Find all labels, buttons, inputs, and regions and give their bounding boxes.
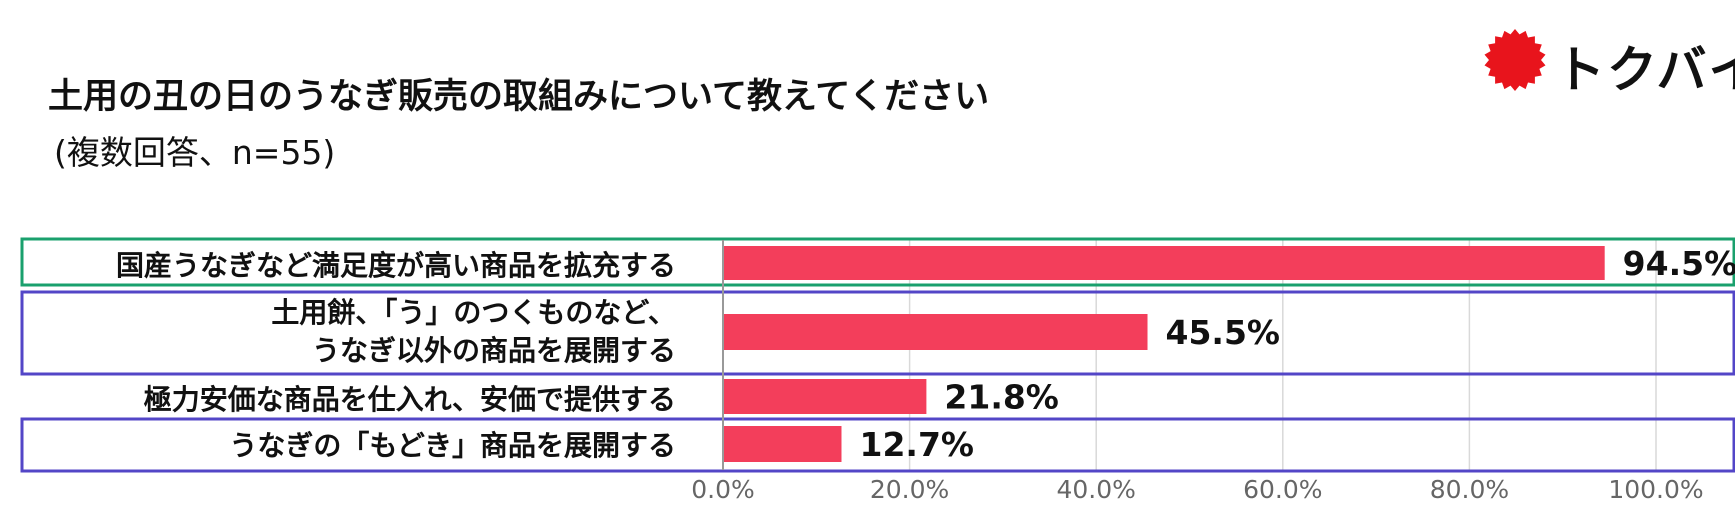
x-tick-label: 20.0% [870,475,949,504]
highlight-box [20,290,1735,376]
bar [723,426,842,462]
data-label: 12.7% [859,425,974,464]
highlight-box [20,237,1735,287]
x-tick-label: 80.0% [1430,475,1509,504]
category-label: 土用餅、「う」のつくものなど、 [271,296,676,329]
category-label: 国産うなぎなど満足度が高い商品を拡充する [116,249,676,282]
x-tick-label: 40.0% [1056,475,1135,504]
chart-title: 土用の丑の日のうなぎ販売の取組みについて教えてください [48,77,990,117]
bar [723,246,1605,280]
x-tick-label: 100.0% [1608,475,1703,504]
bar [723,379,927,414]
category-label: うなぎの「もどき」商品を展開する [229,429,676,462]
brand-logo: トクバイ [1483,28,1735,99]
bar [723,314,1148,350]
x-tick-label: 60.0% [1243,475,1322,504]
sunburst-logo-icon [1484,29,1546,91]
x-tick-label: 0.0% [691,475,755,504]
highlight-box [20,417,1735,473]
data-label: 94.5% [1623,244,1735,283]
logo-text: トクバイ [1555,41,1735,99]
data-label: 21.8% [944,378,1059,417]
chart-subtitle: (複数回答、n=55) [54,133,336,172]
category-label: うなぎ以外の商品を展開する [312,334,676,367]
category-label: 極力安価な商品を仕入れ、安価で提供する [144,383,676,416]
data-label: 45.5% [1166,313,1281,352]
